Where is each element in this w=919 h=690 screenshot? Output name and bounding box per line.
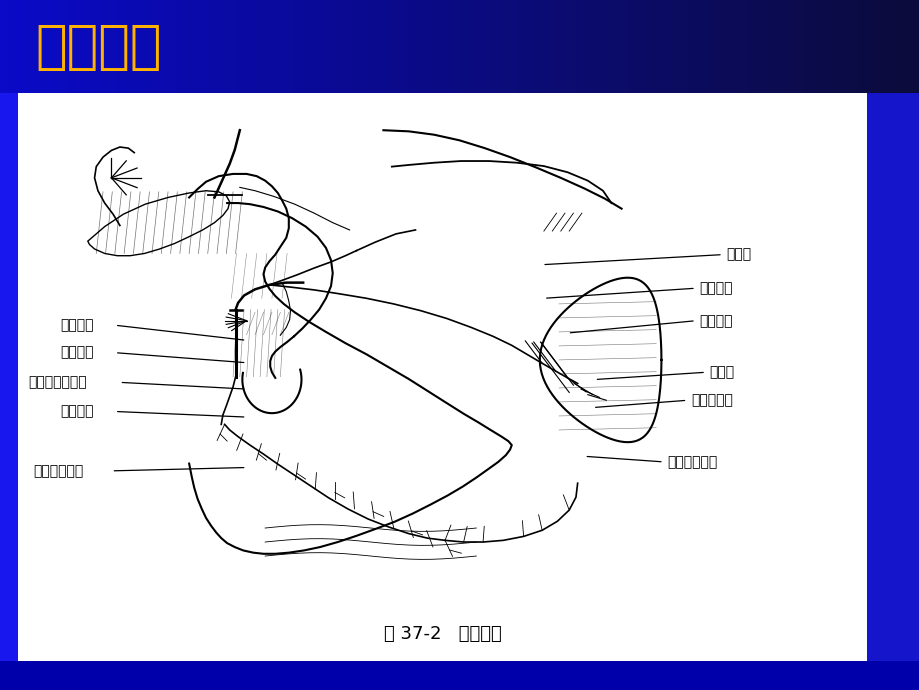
FancyBboxPatch shape bbox=[0, 93, 18, 662]
FancyBboxPatch shape bbox=[18, 93, 866, 661]
Text: 腹主动脉: 腹主动脉 bbox=[61, 318, 94, 332]
Text: 食管支: 食管支 bbox=[725, 248, 751, 262]
Text: 胃的动脉: 胃的动脉 bbox=[35, 21, 162, 73]
Text: 胃网膜左动脉: 胃网膜左动脉 bbox=[666, 455, 717, 469]
FancyBboxPatch shape bbox=[460, 0, 919, 93]
Text: 脾动脉分支: 脾动脉分支 bbox=[690, 393, 732, 407]
FancyBboxPatch shape bbox=[0, 0, 460, 93]
Polygon shape bbox=[87, 190, 230, 256]
Text: 胃十二指肠动脉: 胃十二指肠动脉 bbox=[28, 375, 87, 389]
Text: 腹腔动脉: 腹腔动脉 bbox=[61, 346, 94, 359]
Text: 胃右动脉: 胃右动脉 bbox=[61, 404, 94, 418]
FancyBboxPatch shape bbox=[866, 93, 919, 662]
Text: 图 37-2   胃的动脉: 图 37-2 胃的动脉 bbox=[383, 625, 501, 643]
FancyBboxPatch shape bbox=[0, 661, 919, 690]
Text: 胃网膜右动脉: 胃网膜右动脉 bbox=[33, 464, 83, 478]
Text: 脾动脉: 脾动脉 bbox=[709, 365, 733, 380]
Text: 胃短动脉: 胃短动脉 bbox=[698, 314, 732, 328]
Text: 胃左动脉: 胃左动脉 bbox=[698, 282, 732, 295]
